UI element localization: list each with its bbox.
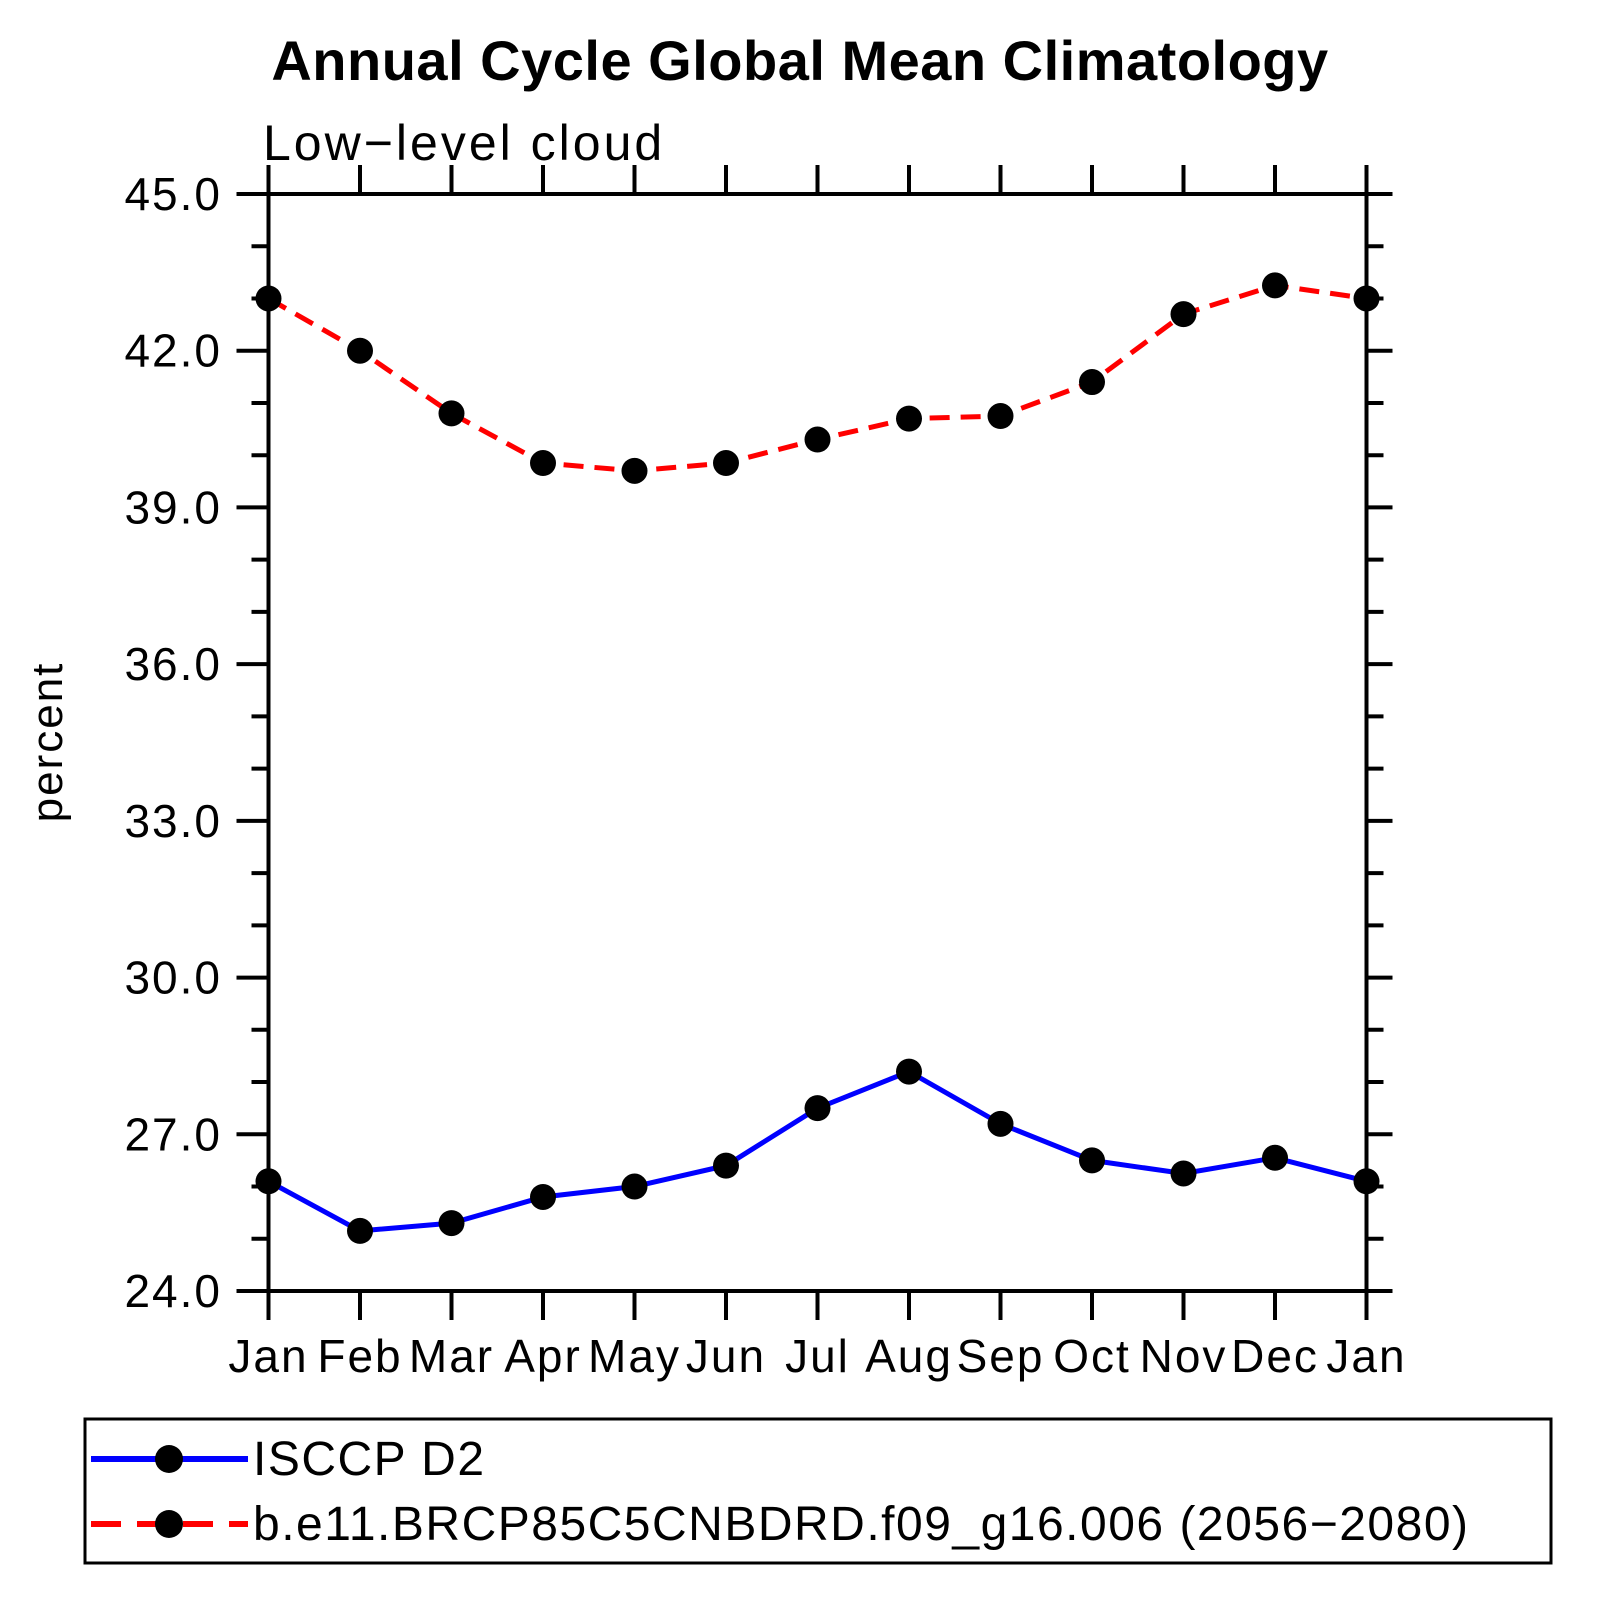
x-tick-label: Jul <box>785 1330 850 1382</box>
data-point-series-0 <box>530 1183 556 1210</box>
data-point-series-1 <box>1170 301 1197 328</box>
data-point-series-1 <box>896 405 922 432</box>
x-tick-label: Feb <box>317 1330 402 1382</box>
x-tick-label: Oct <box>1053 1330 1131 1382</box>
data-point-series-1 <box>530 450 556 477</box>
x-tick-label: Aug <box>865 1330 953 1382</box>
x-tick-label: Jan <box>228 1330 308 1382</box>
data-point-series-1 <box>1079 369 1105 396</box>
x-tick-label: Apr <box>504 1330 582 1382</box>
legend: ISCCP D2 b.e11.BRCP85C5CNBDRD.f09_g16.00… <box>83 1417 1553 1565</box>
x-tick-label: Nov <box>1140 1330 1228 1382</box>
x-tick-label: Jun <box>686 1330 766 1382</box>
legend-entry-model: b.e11.BRCP85C5CNBDRD.f09_g16.006 (2056−2… <box>91 1498 1470 1551</box>
data-point-series-0 <box>713 1152 739 1179</box>
plot-frame <box>266 192 1369 1293</box>
data-point-series-0 <box>347 1217 373 1244</box>
data-point-series-1 <box>347 337 373 364</box>
data-point-series-1 <box>438 400 465 427</box>
data-point-series-0 <box>896 1058 922 1085</box>
y-tick-label: 36.0 <box>124 638 222 690</box>
data-point-series-1 <box>621 457 648 484</box>
x-tick-label: Dec <box>1231 1330 1319 1382</box>
data-point-series-0 <box>1353 1168 1380 1195</box>
y-tick-label: 39.0 <box>124 481 222 533</box>
data-point-series-0 <box>255 1168 282 1195</box>
y-tick-label: 42.0 <box>124 325 222 377</box>
data-point-series-0 <box>1262 1144 1288 1171</box>
legend-label-isccp: ISCCP D2 <box>253 1433 486 1486</box>
y-tick-label: 45.0 <box>124 168 222 220</box>
y-tick-label: 27.0 <box>124 1108 222 1160</box>
chart-subtitle: Low−level cloud <box>263 115 665 171</box>
data-point-series-0 <box>987 1110 1014 1137</box>
x-tick-label: May <box>588 1330 681 1382</box>
legend-box <box>83 1417 1553 1565</box>
data-point-series-0 <box>804 1095 831 1122</box>
data-point-series-0 <box>621 1173 648 1200</box>
data-point-series-1 <box>987 403 1014 430</box>
x-tick-label: Mar <box>409 1330 494 1382</box>
legend-marker-icon <box>155 1445 183 1473</box>
y-tick-label: 30.0 <box>124 952 222 1004</box>
data-point-series-1 <box>255 285 282 312</box>
chart-title: Annual Cycle Global Mean Climatology <box>271 29 1328 92</box>
data-point-series-0 <box>438 1210 465 1237</box>
y-tick-label: 24.0 <box>124 1265 222 1317</box>
x-tick-label: Sep <box>957 1330 1045 1382</box>
legend-entry-isccp: ISCCP D2 <box>91 1433 486 1486</box>
y-axis-label: percent <box>23 662 72 823</box>
data-point-series-0 <box>1079 1147 1105 1174</box>
legend-marker-icon <box>155 1510 183 1538</box>
x-tick-label: Jan <box>1326 1330 1406 1382</box>
data-point-series-0 <box>1170 1160 1197 1187</box>
data-point-series-1 <box>804 426 831 453</box>
data-point-series-1 <box>1353 285 1380 312</box>
legend-label-model: b.e11.BRCP85C5CNBDRD.f09_g16.006 (2056−2… <box>253 1498 1470 1551</box>
y-tick-label: 33.0 <box>124 795 222 847</box>
data-point-series-1 <box>713 450 739 477</box>
data-point-series-1 <box>1262 272 1288 299</box>
